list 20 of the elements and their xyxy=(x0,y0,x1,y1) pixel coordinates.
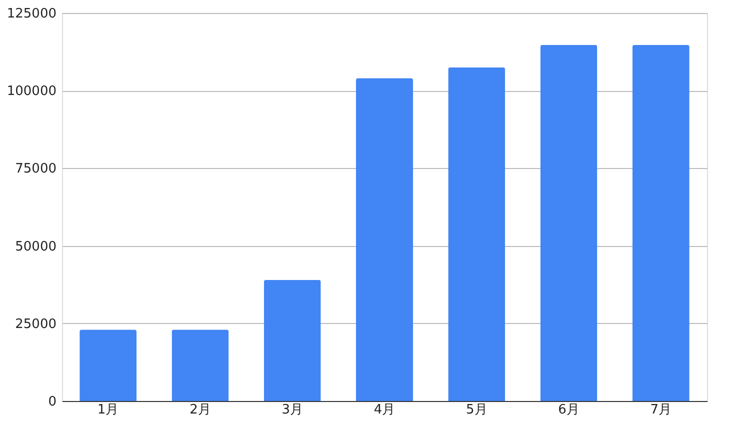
y-tick-label: 0 xyxy=(48,394,56,410)
y-tick-label: 100000 xyxy=(6,84,56,100)
bar xyxy=(448,67,506,401)
y-tick-label: 25000 xyxy=(15,316,56,332)
y-tick-label: 75000 xyxy=(15,162,56,177)
x-tick-label: 3月 xyxy=(282,402,303,418)
x-tick-label: 6月 xyxy=(558,402,580,418)
x-tick-label: 7月 xyxy=(650,402,672,418)
x-tick-label: 2月 xyxy=(190,402,211,418)
bar xyxy=(172,330,229,401)
bar xyxy=(632,44,690,401)
bar xyxy=(264,280,321,401)
y-tick-label: 125000 xyxy=(6,6,56,22)
x-tick-label: 4月 xyxy=(374,402,396,418)
bar xyxy=(540,44,598,401)
bar xyxy=(356,78,413,401)
bar xyxy=(80,330,137,401)
y-tick-label: 50000 xyxy=(15,239,56,254)
x-tick-label: 5月 xyxy=(466,402,488,418)
x-tick-label: 1月 xyxy=(97,402,119,418)
